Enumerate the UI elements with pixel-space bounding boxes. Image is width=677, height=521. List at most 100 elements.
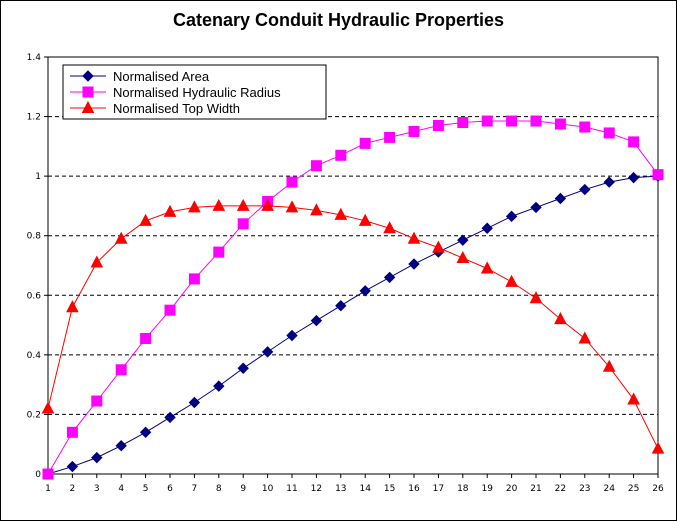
- data-point-normalised-top-width: [188, 200, 201, 213]
- data-point-normalised-hydraulic-radius: [652, 169, 664, 181]
- legend-label: Normalised Top Width: [113, 101, 240, 116]
- data-point-normalised-hydraulic-radius: [457, 117, 469, 129]
- plot-area: [47, 56, 659, 475]
- x-tick-label: 16: [408, 484, 420, 494]
- x-tick-label: 10: [262, 484, 274, 494]
- data-point-normalised-area: [286, 329, 298, 342]
- data-point-normalised-hydraulic-radius: [408, 125, 420, 137]
- data-point-normalised-top-width: [578, 331, 592, 344]
- data-point-normalised-top-width: [41, 401, 55, 414]
- data-point-normalised-area: [213, 380, 225, 392]
- data-point-normalised-top-width: [554, 312, 567, 325]
- data-point-normalised-area: [505, 210, 518, 223]
- data-point-normalised-hydraulic-radius: [213, 246, 225, 258]
- data-point-normalised-top-width: [627, 392, 640, 405]
- data-point-normalised-area: [579, 183, 591, 196]
- data-point-normalised-area: [627, 171, 640, 184]
- data-point-normalised-hydraulic-radius: [310, 160, 322, 172]
- data-point-normalised-top-width: [383, 221, 396, 234]
- legend-marker: [82, 86, 94, 98]
- legend-label: Normalised Hydraulic Radius: [113, 85, 281, 100]
- x-tick-label: 6: [167, 484, 173, 494]
- data-point-normalised-top-width: [651, 441, 665, 454]
- data-point-normalised-top-width: [285, 200, 299, 213]
- y-tick-label: 1.4: [27, 53, 42, 63]
- data-point-normalised-hydraulic-radius: [359, 137, 371, 149]
- x-tick-label: 4: [118, 484, 124, 494]
- data-point-normalised-area: [335, 300, 347, 312]
- data-point-normalised-top-width: [90, 255, 104, 268]
- x-tick-label: 20: [506, 484, 518, 494]
- data-point-normalised-top-width: [529, 291, 543, 304]
- data-point-normalised-area: [261, 346, 274, 358]
- x-tick-label: 3: [94, 484, 100, 494]
- data-point-normalised-area: [603, 176, 615, 188]
- x-tick-label: 23: [579, 484, 590, 494]
- data-point-normalised-area: [91, 451, 103, 464]
- series-line-normalised-area: [47, 175, 659, 475]
- data-point-normalised-hydraulic-radius: [506, 115, 518, 127]
- x-tick-label: 14: [359, 484, 371, 494]
- data-point-normalised-area: [66, 460, 79, 473]
- x-tick-label: 7: [192, 484, 198, 494]
- data-point-normalised-hydraulic-radius: [66, 426, 78, 438]
- x-tick-label: 17: [433, 484, 444, 494]
- y-tick-label: 0.8: [27, 232, 42, 242]
- data-point-normalised-hydraulic-radius: [530, 115, 542, 127]
- data-point-normalised-top-width: [114, 231, 128, 244]
- x-tick-label: 5: [143, 484, 149, 494]
- data-point-normalised-area: [383, 271, 396, 284]
- data-point-normalised-area: [481, 222, 493, 234]
- data-point-normalised-top-width: [505, 274, 518, 287]
- x-tick-label: 11: [286, 484, 297, 494]
- data-point-normalised-hydraulic-radius: [432, 120, 444, 132]
- x-tick-label: 26: [652, 484, 664, 494]
- x-tick-label: 8: [216, 484, 222, 494]
- data-point-normalised-hydraulic-radius: [481, 115, 493, 127]
- data-point-normalised-top-width: [602, 359, 616, 372]
- data-point-normalised-hydraulic-radius: [115, 364, 127, 376]
- data-point-normalised-hydraulic-radius: [188, 273, 200, 285]
- data-point-normalised-top-width: [139, 213, 152, 226]
- data-point-normalised-hydraulic-radius: [603, 127, 615, 139]
- data-point-normalised-area: [457, 234, 469, 246]
- data-point-normalised-hydraulic-radius: [140, 332, 152, 344]
- y-tick-label: 1.2: [27, 113, 41, 123]
- data-point-normalised-top-width: [66, 300, 79, 313]
- data-point-normalised-hydraulic-radius: [554, 118, 566, 130]
- chart-title: Catenary Conduit Hydraulic Properties: [172, 10, 505, 30]
- data-point-normalised-area: [359, 285, 371, 297]
- x-tick-label: 19: [481, 484, 493, 494]
- data-point-normalised-hydraulic-radius: [384, 131, 396, 143]
- data-point-normalised-hydraulic-radius: [164, 304, 176, 316]
- x-tick-label: 9: [240, 484, 246, 494]
- y-tick-label: 1: [35, 172, 41, 182]
- legend-box: [62, 64, 327, 120]
- data-point-normalised-top-width: [236, 198, 250, 211]
- data-point-normalised-area: [115, 439, 127, 452]
- data-point-normalised-hydraulic-radius: [237, 218, 249, 230]
- data-point-normalised-top-width: [212, 198, 226, 211]
- legend-label: Normalised Area: [113, 69, 210, 84]
- data-point-normalised-hydraulic-radius: [42, 468, 54, 480]
- x-tick-label: 22: [555, 484, 566, 494]
- data-point-normalised-hydraulic-radius: [335, 149, 347, 161]
- x-tick-label: 2: [70, 484, 76, 494]
- series-line-normalised-top-width: [47, 205, 659, 449]
- data-point-normalised-top-width: [261, 198, 274, 211]
- data-point-normalised-top-width: [456, 250, 470, 264]
- data-point-normalised-top-width: [432, 240, 445, 253]
- y-tick-label: 0.2: [27, 410, 41, 420]
- x-tick-label: 12: [311, 484, 322, 494]
- x-tick-label: 18: [457, 484, 469, 494]
- legend-marker: [81, 100, 95, 113]
- data-point-normalised-top-width: [310, 203, 323, 216]
- data-point-normalised-top-width: [334, 207, 348, 220]
- data-point-normalised-area: [164, 411, 176, 424]
- data-point-normalised-hydraulic-radius: [91, 395, 103, 407]
- y-tick-label: 0.6: [27, 291, 42, 301]
- data-point-normalised-area: [408, 258, 420, 270]
- x-tick-label: 25: [628, 484, 639, 494]
- data-point-normalised-top-width: [480, 261, 494, 274]
